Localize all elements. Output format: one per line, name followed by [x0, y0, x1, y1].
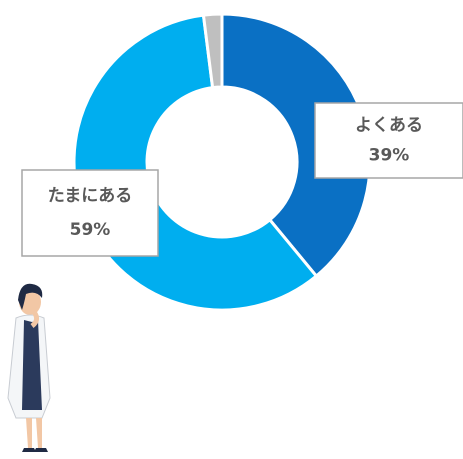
illustration [7, 283, 51, 452]
slice [201, 12, 224, 90]
value-label: 39% [369, 146, 410, 166]
category-label: よくある [355, 116, 423, 136]
label-box [21, 169, 159, 257]
category-label: たまにある [48, 186, 133, 206]
slice [220, 12, 372, 279]
value-label: 59% [70, 220, 111, 240]
label-box [314, 102, 463, 179]
